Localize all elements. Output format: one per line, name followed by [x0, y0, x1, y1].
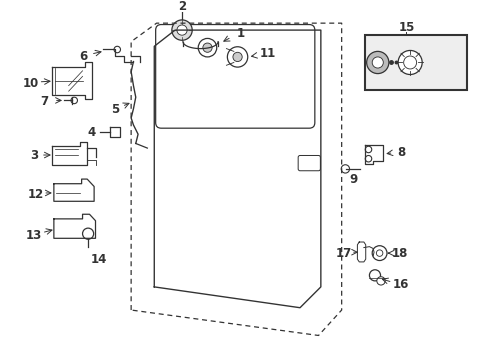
- Circle shape: [82, 228, 94, 239]
- Text: 5: 5: [111, 103, 119, 116]
- Text: 18: 18: [390, 247, 407, 260]
- Circle shape: [365, 156, 371, 162]
- Circle shape: [366, 51, 388, 73]
- Circle shape: [198, 39, 216, 57]
- Circle shape: [177, 25, 187, 35]
- Circle shape: [365, 146, 371, 153]
- Text: 11: 11: [259, 47, 275, 60]
- Text: 13: 13: [26, 229, 42, 243]
- Circle shape: [403, 56, 416, 69]
- Circle shape: [114, 46, 120, 53]
- Text: 3: 3: [30, 149, 38, 162]
- Circle shape: [376, 250, 382, 256]
- Text: 17: 17: [335, 247, 351, 260]
- Text: 12: 12: [28, 188, 44, 201]
- Text: 4: 4: [87, 126, 96, 139]
- Circle shape: [397, 50, 421, 75]
- Circle shape: [232, 52, 242, 62]
- Text: 2: 2: [178, 0, 186, 13]
- Text: 9: 9: [348, 172, 357, 186]
- Bar: [364, 35, 466, 90]
- FancyBboxPatch shape: [155, 24, 314, 128]
- Circle shape: [171, 20, 192, 40]
- Text: 7: 7: [41, 95, 49, 108]
- Text: 14: 14: [90, 253, 107, 266]
- Text: 15: 15: [397, 21, 414, 34]
- Text: 6: 6: [79, 50, 87, 63]
- Circle shape: [203, 43, 212, 52]
- Circle shape: [341, 165, 349, 173]
- Circle shape: [368, 270, 380, 281]
- Circle shape: [371, 57, 383, 68]
- Circle shape: [376, 277, 385, 285]
- Text: 16: 16: [392, 278, 408, 291]
- FancyBboxPatch shape: [298, 156, 320, 171]
- Text: 1: 1: [236, 27, 244, 40]
- Text: 10: 10: [22, 77, 39, 90]
- Circle shape: [227, 47, 247, 67]
- Circle shape: [71, 97, 77, 104]
- Circle shape: [371, 246, 386, 261]
- Text: 8: 8: [396, 146, 404, 159]
